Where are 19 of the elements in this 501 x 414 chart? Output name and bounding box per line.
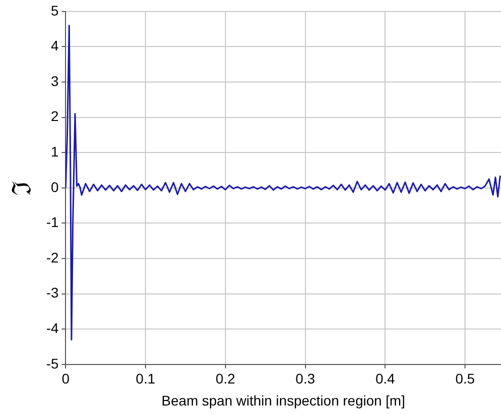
y-tick-label: 4 [50, 38, 59, 54]
x-tick-label: 0.1 [136, 370, 156, 387]
y-tick-label: 5 [50, 2, 59, 18]
y-tick-label: -5 [46, 355, 59, 372]
x-tick-label: 0.5 [455, 370, 475, 387]
y-tick-label: 1 [50, 143, 59, 160]
x-axis-title: Beam span within inspection region [m] [162, 392, 406, 408]
y-tick-label: -1 [46, 214, 59, 230]
y-tick-label: -4 [46, 320, 59, 336]
x-tick-label: 0 [62, 370, 70, 387]
x-tick-label: 0.3 [296, 370, 316, 387]
x-tick-label: 0.4 [375, 370, 396, 387]
y-axis-title: ℑ [7, 180, 38, 196]
y-tick-label: -3 [46, 284, 59, 301]
y-tick-label: 2 [50, 108, 59, 124]
x-tick-label: 0.2 [216, 370, 236, 387]
y-tick-label: 0 [50, 178, 59, 195]
y-tick-label: 3 [50, 72, 59, 89]
y-tick-label: -2 [46, 249, 59, 266]
